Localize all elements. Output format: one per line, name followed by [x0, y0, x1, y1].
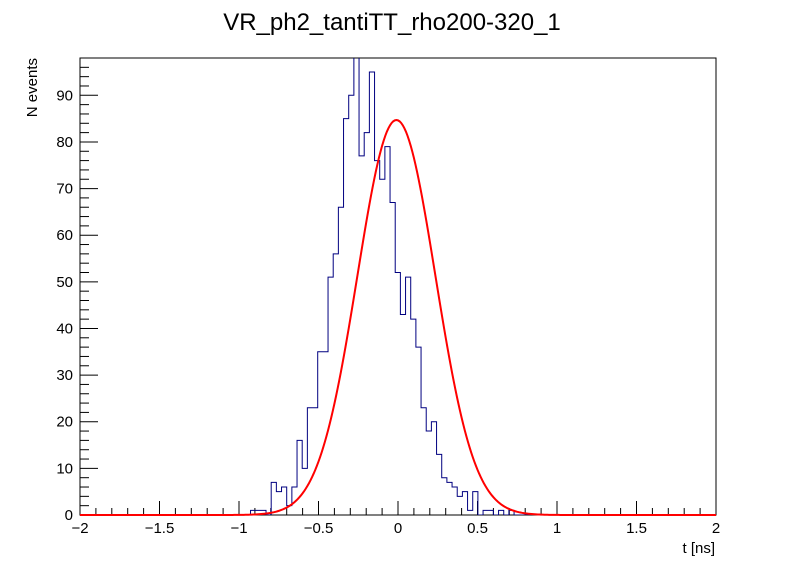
x-tick-label: 0 — [394, 520, 402, 537]
x-tick-label: 1 — [553, 520, 561, 537]
plot-frame — [79, 57, 717, 516]
x-tick-label: 1.5 — [626, 520, 647, 537]
histogram-bin — [483, 510, 488, 515]
histogram-bin — [318, 352, 323, 515]
fit-series — [80, 118, 716, 516]
y-tick-label: 20 — [56, 414, 73, 431]
histogram-bin — [400, 314, 405, 515]
histogram-bin — [437, 454, 442, 515]
y-tick-label: 70 — [56, 181, 73, 198]
histogram-bin — [344, 119, 349, 515]
histogram-outline — [80, 58, 716, 515]
y-tick-label: 40 — [56, 320, 73, 337]
histogram-bin — [468, 510, 473, 515]
histogram-bin — [488, 510, 493, 515]
y-tick-label: 50 — [56, 274, 73, 291]
histogram-bin — [380, 179, 385, 515]
x-tick-label: 0.5 — [467, 520, 488, 537]
x-tick-label: −1 — [230, 520, 247, 537]
histogram-bin — [328, 277, 333, 515]
histogram-bin — [390, 203, 395, 515]
histogram-bin — [416, 347, 421, 515]
y-tick-label: 10 — [56, 460, 73, 477]
histogram-bin — [411, 319, 416, 515]
y-tick-label: 0 — [65, 507, 73, 524]
histogram-bin — [369, 72, 374, 515]
histogram-series — [80, 58, 716, 515]
histogram-bin — [359, 156, 364, 515]
histogram-bin — [406, 277, 411, 515]
y-axis-ticks — [80, 57, 98, 516]
y-tick-label: 30 — [56, 367, 73, 384]
x-tick-label: −0.5 — [304, 520, 334, 537]
histogram-bin — [447, 482, 452, 515]
histogram-bin — [307, 408, 312, 515]
y-axis-tick-labels: 0 10 20 30 40 50 60 70 80 90 — [56, 87, 73, 524]
histogram-bin — [421, 408, 426, 515]
x-tick-label: −1.5 — [145, 520, 175, 537]
histogram-bin — [395, 273, 400, 515]
x-tick-label: 2 — [712, 520, 720, 537]
histogram-bin — [499, 510, 504, 515]
x-axis-tick-labels: −2 −1.5 −1 −0.5 0 0.5 1 1.5 2 — [71, 520, 720, 537]
y-tick-label: 90 — [56, 87, 73, 104]
x-tick-label: −2 — [71, 520, 88, 537]
y-axis-label: N events — [24, 58, 41, 117]
y-tick-label: 80 — [56, 134, 73, 151]
histogram-bin — [375, 161, 380, 515]
histogram-bin — [462, 492, 467, 515]
histogram-bin — [431, 422, 436, 515]
histogram-bin — [426, 431, 431, 515]
histogram-bin — [313, 408, 318, 515]
x-axis-label: t [ns] — [682, 540, 715, 557]
histogram-bin — [282, 487, 287, 515]
histogram-bin — [452, 487, 457, 515]
histogram-bin — [364, 133, 369, 515]
x-axis-ticks — [79, 501, 717, 515]
chart-title: VR_ph2_tantiTT_rho200-320_1 — [223, 9, 561, 36]
histogram-bin — [271, 482, 276, 515]
gaussian-fit-curve — [80, 118, 716, 516]
histogram-bin — [385, 147, 390, 515]
histogram-bin — [297, 440, 302, 515]
y-tick-label: 60 — [56, 227, 73, 244]
